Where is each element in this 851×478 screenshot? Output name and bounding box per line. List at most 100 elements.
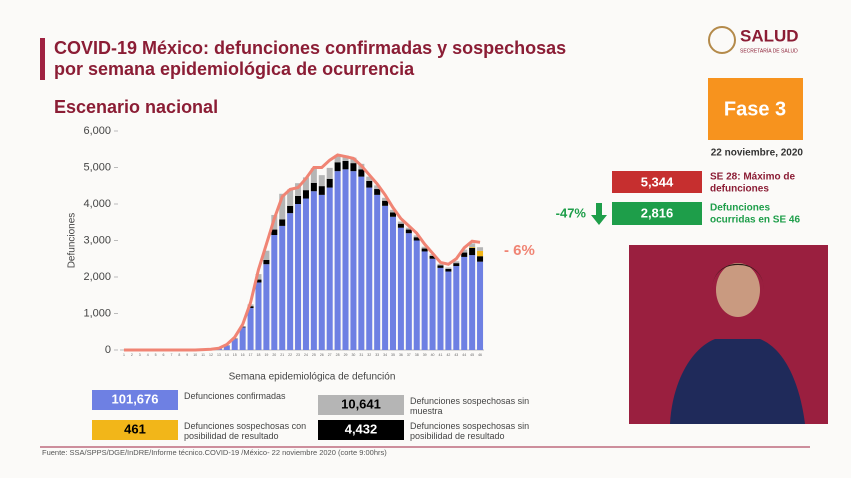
bar-segment [421, 248, 428, 252]
bar-segment [421, 251, 428, 350]
x-tick-label: 40 [431, 353, 435, 357]
bar-segment [255, 274, 262, 280]
x-tick-label: 16 [241, 353, 245, 357]
y-tick-label: 0 [105, 344, 111, 356]
bar-segment [342, 169, 349, 350]
x-tick-label: 13 [217, 353, 221, 357]
x-tick-label: 25 [312, 353, 316, 357]
change: -47% [556, 205, 587, 220]
max-value: 5,344 [641, 174, 674, 189]
y-tick-label: 2,000 [83, 271, 111, 283]
max-text: SE 28: Máximo de [710, 172, 795, 183]
bar-segment [469, 247, 476, 256]
bar-segment [397, 227, 404, 350]
legend-label: Defunciones sospechosas sin muestra [410, 396, 530, 416]
last-text: Defunciones [710, 203, 770, 214]
bar-segment [302, 190, 309, 199]
x-tick-label: 6 [163, 353, 165, 357]
bar-segment [453, 261, 460, 264]
bar-segment [279, 219, 286, 226]
title: COVID-19 México: defunciones confirmadas… [54, 38, 566, 58]
x-tick-label: 17 [249, 353, 253, 357]
x-tick-label: 12 [209, 353, 213, 357]
x-tick-label: 28 [336, 353, 340, 357]
bar-segment [287, 205, 294, 214]
y-tick-label: 6,000 [83, 125, 111, 137]
bar-segment [239, 327, 246, 350]
bar-segment [231, 339, 238, 350]
title: por semana epidemiológica de ocurrencia [54, 59, 415, 79]
bar-segment [255, 282, 262, 350]
bar-segment [405, 233, 412, 350]
x-axis-label: Semana epidemiológica de defunción [229, 372, 396, 383]
bar-segment [469, 243, 476, 248]
bar-segment [279, 225, 286, 350]
bar-segment [326, 167, 333, 179]
subtitle: Escenario nacional [54, 97, 218, 117]
bar-segment [477, 247, 484, 251]
bar-segment [382, 200, 389, 206]
x-tick-label: 15 [233, 353, 237, 357]
bar-segment [461, 249, 468, 253]
bar-segment [413, 235, 420, 238]
annotation: - 6% [504, 242, 535, 259]
bar-segment [405, 227, 412, 230]
x-tick-label: 11 [201, 353, 205, 357]
bar-segment [397, 221, 404, 224]
bar-segment [247, 308, 254, 350]
phase-box [708, 78, 803, 140]
x-tick-label: 46 [478, 353, 482, 357]
x-tick-label: 45 [470, 353, 474, 357]
bar-segment [263, 259, 270, 265]
bar-segment [287, 189, 294, 206]
x-tick-label: 27 [328, 353, 332, 357]
bar-segment [318, 175, 325, 187]
x-tick-label: 35 [391, 353, 395, 357]
bar-segment [389, 209, 397, 213]
y-tick-label: 5,000 [83, 161, 111, 173]
x-tick-label: 31 [359, 353, 363, 357]
bar-segment [247, 306, 254, 309]
x-tick-label: 4 [147, 353, 149, 357]
bar-segment [437, 263, 444, 266]
bar-segment [382, 205, 389, 350]
x-tick-label: 3 [139, 353, 141, 357]
x-tick-label: 44 [462, 353, 466, 357]
x-tick-label: 14 [225, 353, 229, 357]
bar-segment [469, 255, 476, 350]
legend-label: Defunciones sospechosas con posibilidad … [184, 421, 307, 441]
bar-segment [366, 181, 373, 188]
bar-segment [429, 258, 436, 350]
bar-segment [453, 266, 460, 350]
legend-total: 101,676 [112, 391, 159, 406]
interpreter-face [716, 263, 760, 317]
bar-segment [310, 191, 317, 350]
bar-segment [477, 256, 484, 262]
bar-segment [302, 177, 309, 191]
bar-segment [334, 171, 341, 350]
bar-segment [477, 250, 484, 257]
bar-segment [477, 261, 484, 350]
bar-segment [421, 246, 428, 249]
bar-segment [358, 169, 365, 177]
bar-segment [429, 255, 436, 259]
bar-segment [271, 235, 278, 350]
bar-segment [295, 204, 302, 350]
x-tick-label: 23 [296, 353, 300, 357]
x-tick-label: 39 [423, 353, 427, 357]
accent-bar [40, 38, 45, 80]
legend-label: Defunciones sospechosas sin posibilidad … [410, 421, 530, 441]
bar-segment [413, 240, 420, 350]
legend-swatch [318, 395, 404, 415]
legend-swatch [92, 420, 178, 440]
x-tick-label: 22 [288, 353, 292, 357]
legend-total: 4,432 [345, 421, 378, 436]
bar-segment [437, 267, 444, 350]
bar-segment [326, 187, 333, 350]
bar-segment [389, 216, 397, 350]
x-tick-label: 26 [320, 353, 324, 357]
bar-segment [310, 182, 317, 192]
bar-segment [382, 197, 389, 201]
